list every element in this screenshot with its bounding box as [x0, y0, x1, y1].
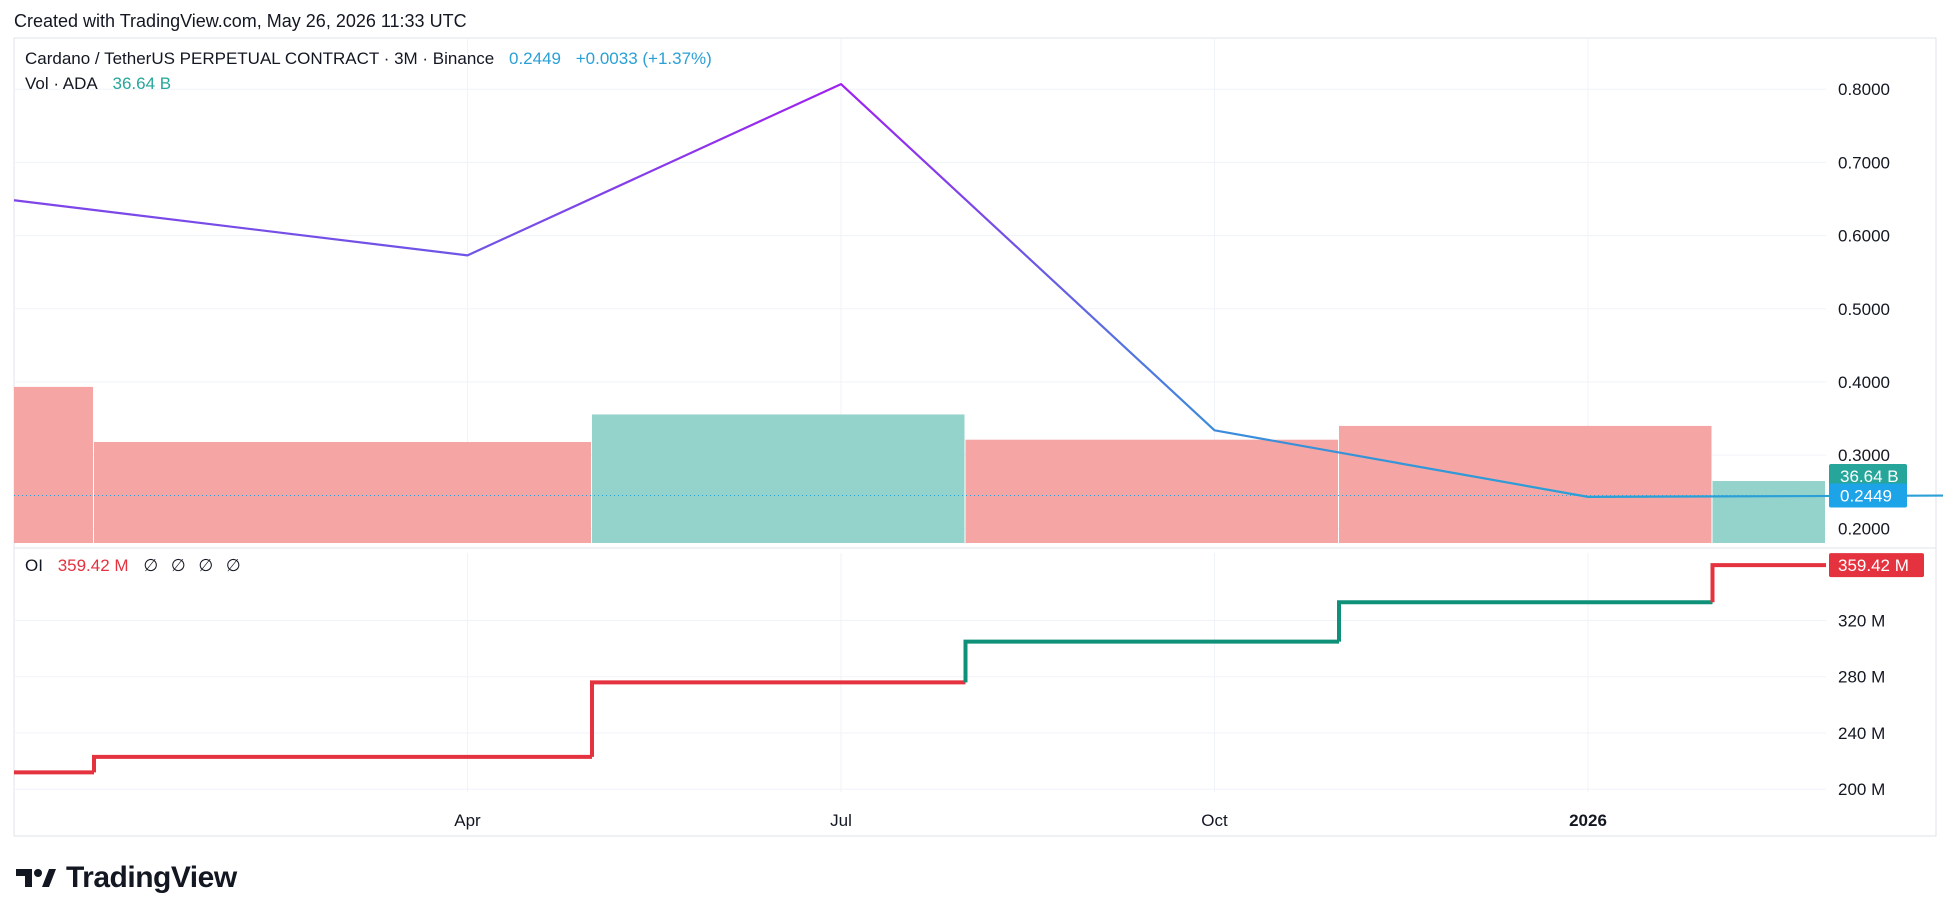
price-axis-label-2: 0.4000	[1838, 373, 1890, 392]
volume-bar-3	[965, 439, 1338, 543]
volume-bars	[14, 386, 1825, 543]
price-axis-label-6: 0.8000	[1838, 80, 1890, 99]
svg-text:359.42 M: 359.42 M	[1838, 556, 1909, 575]
oi-legend-placeholders: ∅ ∅ ∅ ∅	[143, 556, 245, 575]
axes: 0.2000 0.3000 0.4000 0.5000 0.6000 0.7000 0.80…	[454, 80, 1890, 830]
legend-change: +0.0033 (+1.37%)	[575, 49, 712, 68]
oi-step-2	[590, 680, 966, 757]
volume-last-badge: 36.64 B	[1829, 464, 1907, 488]
oi-axis-label-1: 240 M	[1838, 724, 1885, 743]
tradingview-brand[interactable]: TradingView	[16, 861, 237, 895]
price-line	[13, 83, 1943, 498]
price-axis-label-0: 0.2000	[1838, 519, 1890, 538]
oi-axis-label-3: 320 M	[1838, 611, 1885, 630]
symbol-title: Cardano / TetherUS PERPETUAL CONTRACT · …	[25, 49, 495, 68]
volume-bar-5	[1712, 481, 1825, 543]
oi-axis-label-2: 280 M	[1838, 668, 1885, 687]
oi-legend-value: 359.42 M	[57, 556, 129, 575]
volume-bar-1	[94, 442, 591, 543]
x-axis-label-2: Oct	[1201, 811, 1228, 830]
oi-axis-label-0: 200 M	[1838, 780, 1885, 799]
price-series	[13, 83, 1943, 498]
oi-legend: OI 359.42 M ∅ ∅ ∅ ∅	[25, 556, 255, 576]
volume-legend-value: 36.64 B	[112, 74, 172, 93]
volume-bar-4	[1339, 425, 1712, 543]
volume-bar-2	[592, 414, 965, 543]
volume-bar-0	[14, 386, 93, 543]
created-caption: Created with TradingView.com, May 26, 20…	[14, 11, 467, 31]
svg-text:0.2449: 0.2449	[1840, 487, 1892, 506]
volume-legend: Vol · ADA 36.64 B	[25, 74, 181, 94]
oi-legend-label: OI	[25, 556, 43, 575]
price-last-badge: 0.2449	[1829, 483, 1907, 508]
x-axis-label-0: Apr	[454, 811, 481, 830]
grid-lines	[14, 38, 1826, 792]
x-axis-label-1: Jul	[830, 811, 852, 830]
svg-text:36.64 B: 36.64 B	[1840, 467, 1899, 486]
oi-step-5	[1710, 563, 1826, 603]
legend-price: 0.2449	[508, 49, 561, 68]
x-axis-label-3: 2026	[1569, 811, 1607, 830]
price-axis-label-4: 0.6000	[1838, 227, 1890, 246]
price-axis-label-1: 0.3000	[1838, 446, 1890, 465]
tradingview-wordmark: TradingView	[66, 861, 237, 894]
tradingview-logo-icon	[16, 869, 56, 887]
price-axis-label-3: 0.5000	[1838, 300, 1890, 319]
open-interest-series	[14, 563, 1826, 775]
oi-last-badge: 359.42 M	[1829, 553, 1924, 578]
oi-step-3	[963, 639, 1339, 683]
symbol-legend: Cardano / TetherUS PERPETUAL CONTRACT · …	[25, 49, 722, 69]
last-value-labels: 36.64 B0.2449 359.42 M	[1829, 464, 1924, 578]
oi-step-1	[92, 754, 592, 773]
price-axis-label-5: 0.7000	[1838, 153, 1890, 172]
volume-legend-label: Vol · ADA	[25, 74, 98, 93]
oi-step-4	[1337, 600, 1713, 642]
